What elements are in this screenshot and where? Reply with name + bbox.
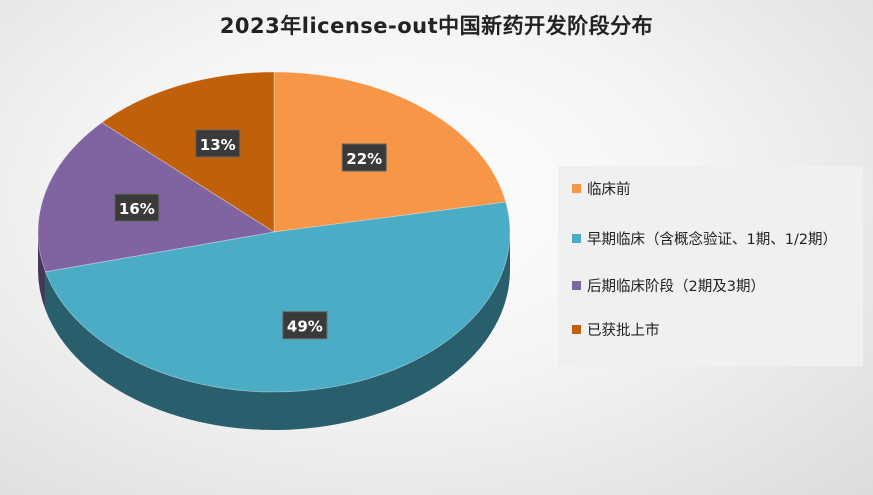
pie-slice-1 [273, 71, 507, 233]
legend-label: 临床前 [587, 182, 631, 198]
legend-item-approved: 已获批上市 [572, 321, 857, 341]
legend-item-early-clinical: 早期临床（含概念验证、1期、1/2期） [572, 230, 857, 250]
svg-text:49%: 49% [287, 318, 323, 336]
legend-swatch [572, 325, 581, 334]
chart-title: 2023年license-out中国新药开发阶段分布 [219, 14, 654, 38]
pie-slice-3-side [38, 232, 46, 310]
data-label-4: 13% [195, 129, 241, 158]
pie-slice-2 [44, 201, 511, 393]
legend-swatch [572, 184, 581, 193]
pie-slice-4 [101, 71, 275, 233]
data-label-3: 16% [114, 193, 160, 222]
legend-label: 早期临床（含概念验证、1期、1/2期） [587, 232, 838, 248]
legend-item-preclinical: 临床前 [572, 180, 857, 200]
svg-text:13%: 13% [200, 136, 236, 154]
pie-slice-2-side [45, 232, 511, 430]
legend-label: 后期临床阶段（2期及3期） [587, 279, 765, 295]
svg-text:22%: 22% [346, 150, 382, 168]
legend-item-late-clinical: 后期临床阶段（2期及3期） [572, 277, 857, 297]
data-label-1: 22% [341, 143, 387, 172]
svg-text:16%: 16% [119, 200, 155, 218]
legend-swatch [572, 281, 581, 290]
data-label-2: 49% [282, 311, 328, 340]
legend: 临床前 早期临床（含概念验证、1期、1/2期） 后期临床阶段（2期及3期） 已获… [558, 166, 863, 366]
legend-label: 已获批上市 [587, 323, 660, 339]
legend-swatch [572, 234, 581, 243]
